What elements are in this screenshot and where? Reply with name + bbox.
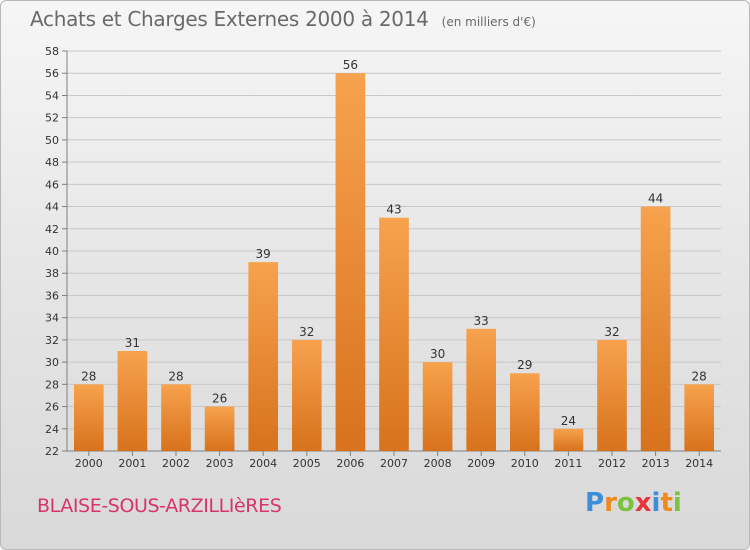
data-label: 32 [299, 325, 314, 339]
y-tick-label: 52 [45, 112, 59, 125]
y-tick-label: 24 [45, 423, 59, 436]
chart-title-block: Achats et Charges Externes 2000 à 2014 (… [30, 7, 536, 31]
data-label: 28 [692, 369, 707, 383]
bar [73, 384, 104, 451]
y-tick-label: 48 [45, 156, 59, 169]
data-label: 44 [648, 192, 663, 206]
y-tick-label: 22 [45, 445, 59, 458]
y-tick-label: 58 [45, 45, 59, 58]
commune-name: BLAISE-SOUS-ARZILLIèRES [37, 495, 282, 517]
logo-letter: r [604, 488, 617, 518]
y-tick-label: 32 [45, 334, 59, 347]
x-tick-label: 2005 [293, 457, 321, 470]
x-tick-label: 2006 [336, 457, 364, 470]
bar [422, 362, 453, 451]
y-tick-label: 28 [45, 378, 59, 391]
unit-note: (en milliers d'€) [441, 15, 536, 29]
data-label: 39 [256, 247, 271, 261]
chart-title: Achats et Charges Externes 2000 à 2014 [30, 7, 429, 31]
bar [466, 328, 497, 451]
logo-letter: x [634, 488, 652, 518]
x-tick-label: 2003 [206, 457, 234, 470]
logo-letter: P [585, 488, 605, 518]
y-tick-label: 50 [45, 134, 59, 147]
x-tick-label: 2014 [685, 457, 713, 470]
y-tick-label: 54 [45, 89, 59, 102]
data-label: 29 [517, 358, 532, 372]
proxiti-logo: Proxiti [585, 488, 682, 518]
data-label: 30 [430, 347, 445, 361]
bar [640, 206, 671, 451]
y-tick-label: 44 [45, 201, 59, 214]
bar [161, 384, 191, 451]
y-tick-label: 46 [45, 178, 59, 191]
x-tick-label: 2001 [118, 457, 146, 470]
y-tick-label: 56 [45, 67, 59, 80]
y-tick-label: 38 [45, 267, 59, 280]
bar [291, 339, 322, 451]
bar [684, 384, 715, 451]
x-tick-label: 2013 [642, 457, 670, 470]
y-tick-label: 26 [45, 401, 59, 414]
data-label: 24 [561, 414, 576, 428]
bar [117, 351, 148, 451]
y-tick-label: 34 [45, 312, 59, 325]
bar [509, 373, 540, 451]
data-label: 26 [212, 392, 227, 406]
data-label: 33 [474, 314, 489, 328]
data-label: 28 [81, 369, 96, 383]
data-label: 43 [386, 203, 401, 217]
y-tick-label: 40 [45, 245, 59, 258]
x-tick-label: 2007 [380, 457, 408, 470]
logo-letter: i [672, 488, 682, 518]
data-label: 32 [604, 325, 619, 339]
x-tick-label: 2012 [598, 457, 626, 470]
logo-letter: i [651, 488, 661, 518]
data-label: 56 [343, 58, 358, 72]
bar [597, 339, 627, 451]
bar [379, 217, 409, 451]
y-tick-label: 36 [45, 289, 59, 302]
bar [553, 428, 584, 451]
x-tick-label: 2009 [467, 457, 495, 470]
x-tick-label: 2000 [75, 457, 103, 470]
x-tick-label: 2008 [424, 457, 452, 470]
x-tick-label: 2002 [162, 457, 190, 470]
y-tick-label: 30 [45, 356, 59, 369]
bar [204, 406, 235, 451]
bar [335, 73, 366, 451]
data-label: 31 [125, 336, 140, 350]
x-tick-label: 2011 [554, 457, 582, 470]
logo-letter: o [616, 488, 635, 518]
logo-letter: t [660, 488, 673, 518]
x-tick-label: 2010 [511, 457, 539, 470]
bar [248, 262, 279, 451]
data-label: 28 [168, 369, 183, 383]
x-tick-label: 2004 [249, 457, 277, 470]
y-tick-label: 42 [45, 223, 59, 236]
